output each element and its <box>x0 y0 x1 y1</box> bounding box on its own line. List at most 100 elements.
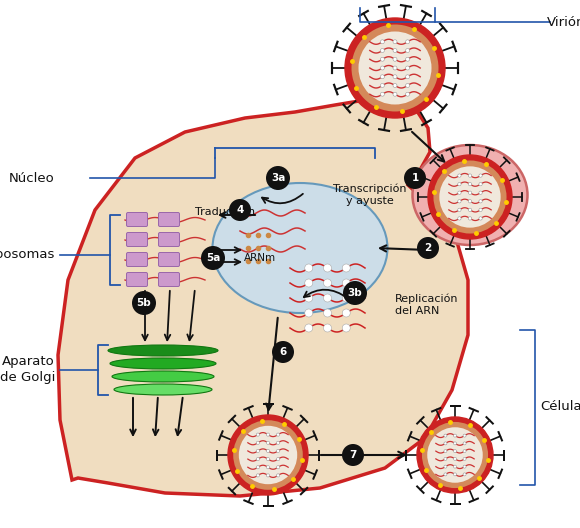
Ellipse shape <box>212 183 387 313</box>
Circle shape <box>256 433 259 436</box>
Circle shape <box>342 324 350 332</box>
Circle shape <box>428 155 512 239</box>
Circle shape <box>256 474 259 477</box>
FancyArrowPatch shape <box>208 247 240 253</box>
Circle shape <box>239 426 297 484</box>
FancyBboxPatch shape <box>126 232 147 247</box>
Circle shape <box>405 66 409 70</box>
Circle shape <box>479 200 482 203</box>
Circle shape <box>342 264 350 272</box>
Circle shape <box>277 449 280 452</box>
Circle shape <box>439 166 501 228</box>
Text: 7: 7 <box>349 450 357 460</box>
Circle shape <box>272 341 294 363</box>
Circle shape <box>444 434 447 437</box>
FancyArrowPatch shape <box>304 290 348 298</box>
Circle shape <box>266 466 270 469</box>
Circle shape <box>324 324 332 332</box>
Circle shape <box>405 92 409 96</box>
Circle shape <box>454 450 456 452</box>
Circle shape <box>266 449 270 452</box>
Text: 6: 6 <box>280 347 287 357</box>
Circle shape <box>393 49 397 52</box>
FancyArrowPatch shape <box>153 398 158 435</box>
Text: Aparato
de Golgi: Aparato de Golgi <box>0 355 55 384</box>
Circle shape <box>427 427 483 483</box>
Text: Replicación
del ARN: Replicación del ARN <box>395 294 459 316</box>
Text: Transcripción
y ayuste: Transcripción y ayuste <box>334 184 407 206</box>
Circle shape <box>380 83 385 88</box>
FancyBboxPatch shape <box>126 212 147 227</box>
Circle shape <box>444 457 447 460</box>
FancyArrowPatch shape <box>142 291 148 340</box>
Circle shape <box>468 183 472 186</box>
Circle shape <box>463 450 466 452</box>
Text: 5a: 5a <box>206 253 220 263</box>
Circle shape <box>256 441 259 445</box>
Circle shape <box>266 433 270 436</box>
Circle shape <box>468 200 472 203</box>
Circle shape <box>266 166 290 190</box>
Circle shape <box>304 264 313 272</box>
Circle shape <box>324 279 332 287</box>
Circle shape <box>324 294 332 302</box>
Circle shape <box>393 40 397 44</box>
Circle shape <box>433 161 506 233</box>
Circle shape <box>463 442 466 445</box>
Circle shape <box>454 473 456 476</box>
FancyArrowPatch shape <box>321 451 405 458</box>
Circle shape <box>417 237 439 259</box>
Circle shape <box>277 457 280 460</box>
Circle shape <box>463 465 466 468</box>
Text: Núcleo: Núcleo <box>9 172 55 184</box>
Circle shape <box>405 75 409 79</box>
Circle shape <box>458 174 461 177</box>
FancyBboxPatch shape <box>126 272 147 287</box>
Ellipse shape <box>110 358 216 369</box>
Circle shape <box>405 83 409 88</box>
Circle shape <box>380 66 385 70</box>
Circle shape <box>463 434 466 437</box>
Ellipse shape <box>412 145 527 245</box>
Circle shape <box>479 217 482 220</box>
FancyArrowPatch shape <box>208 259 240 265</box>
Circle shape <box>342 444 364 466</box>
FancyBboxPatch shape <box>126 252 147 267</box>
Circle shape <box>404 167 426 189</box>
Circle shape <box>468 174 472 177</box>
Circle shape <box>304 309 313 317</box>
Circle shape <box>351 24 438 111</box>
Circle shape <box>468 217 472 220</box>
Circle shape <box>324 264 332 272</box>
Circle shape <box>342 294 350 302</box>
Circle shape <box>458 217 461 220</box>
Text: ARNm: ARNm <box>244 253 276 263</box>
Circle shape <box>358 32 432 105</box>
Circle shape <box>304 279 313 287</box>
Text: Célula: Célula <box>540 401 580 413</box>
Circle shape <box>393 57 397 61</box>
Circle shape <box>304 324 313 332</box>
Circle shape <box>256 449 259 452</box>
FancyArrowPatch shape <box>176 398 183 435</box>
Circle shape <box>256 466 259 469</box>
Circle shape <box>277 433 280 436</box>
Circle shape <box>228 415 308 495</box>
FancyArrowPatch shape <box>220 212 255 218</box>
Text: 3a: 3a <box>271 173 285 183</box>
Circle shape <box>343 281 367 305</box>
Text: Traducción: Traducción <box>195 207 255 217</box>
FancyArrowPatch shape <box>380 246 425 251</box>
Circle shape <box>454 434 456 437</box>
FancyArrowPatch shape <box>266 318 278 410</box>
Circle shape <box>393 83 397 88</box>
Circle shape <box>393 66 397 70</box>
Circle shape <box>454 465 456 468</box>
Circle shape <box>422 422 488 488</box>
Circle shape <box>468 191 472 194</box>
FancyArrowPatch shape <box>165 291 171 340</box>
Circle shape <box>277 474 280 477</box>
Circle shape <box>479 208 482 212</box>
Circle shape <box>380 40 385 44</box>
Circle shape <box>454 457 456 460</box>
